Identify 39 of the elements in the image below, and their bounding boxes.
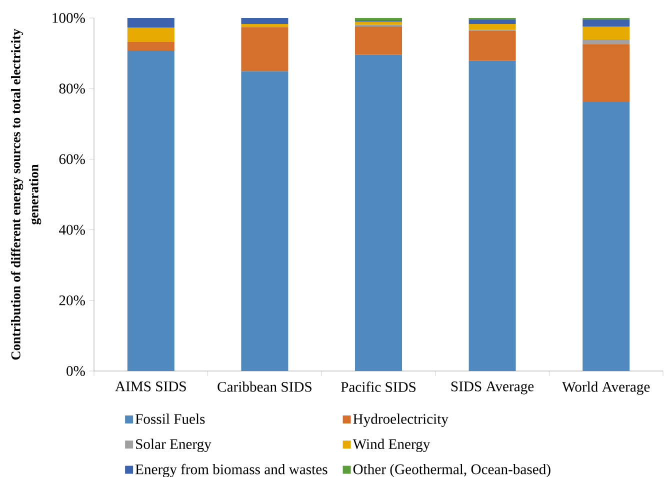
- x-tick-label: AIMS SIDS: [115, 382, 186, 392]
- bar: [127, 28, 174, 42]
- bar: [582, 26, 630, 40]
- y-tick-label: 80%: [59, 84, 85, 94]
- y-tick-label: 40%: [59, 224, 85, 235]
- y-tick-label: 60%: [59, 154, 85, 164]
- bar: [127, 18, 174, 28]
- legend-label: Wind Energy: [352, 438, 430, 452]
- bar: [468, 24, 516, 30]
- legend-label: Fossil Fuels: [135, 414, 205, 424]
- x-tick-label: World Average: [562, 382, 650, 395]
- bar: [355, 54, 402, 371]
- legend-label: Solar Energy: [136, 438, 212, 452]
- bar: [468, 60, 516, 371]
- y-axis-title: Contribution of different energy sources to total electricity generation: [10, 28, 42, 360]
- legend-label: Hydroelectricity: [353, 414, 448, 427]
- bar: [355, 22, 402, 25]
- x-tick-label: Pacific SIDS: [341, 382, 416, 392]
- y-tick-label: 20%: [59, 295, 85, 306]
- bar: [355, 26, 402, 55]
- y-tick-label: 100%: [52, 13, 85, 23]
- bar: [241, 27, 288, 72]
- x-tick-label: SIDS Average: [451, 382, 534, 394]
- bar: [241, 24, 288, 28]
- legend-label: Energy from biomass and wastes: [135, 464, 328, 477]
- bar: [468, 19, 516, 24]
- bar: [582, 40, 630, 44]
- bar: [241, 71, 288, 371]
- bar: [355, 18, 402, 20]
- bar: [127, 42, 174, 50]
- bar: [582, 44, 630, 102]
- bar: [582, 102, 630, 371]
- bar: [468, 30, 516, 61]
- x-tick-label: Caribbean SIDS: [218, 382, 312, 392]
- legend-label: Other (Geothermal, Ocean-based): [353, 464, 550, 477]
- y-tick-label: 0%: [66, 366, 85, 376]
- bar: [582, 19, 630, 26]
- bar: [127, 50, 174, 371]
- bar: [241, 18, 288, 24]
